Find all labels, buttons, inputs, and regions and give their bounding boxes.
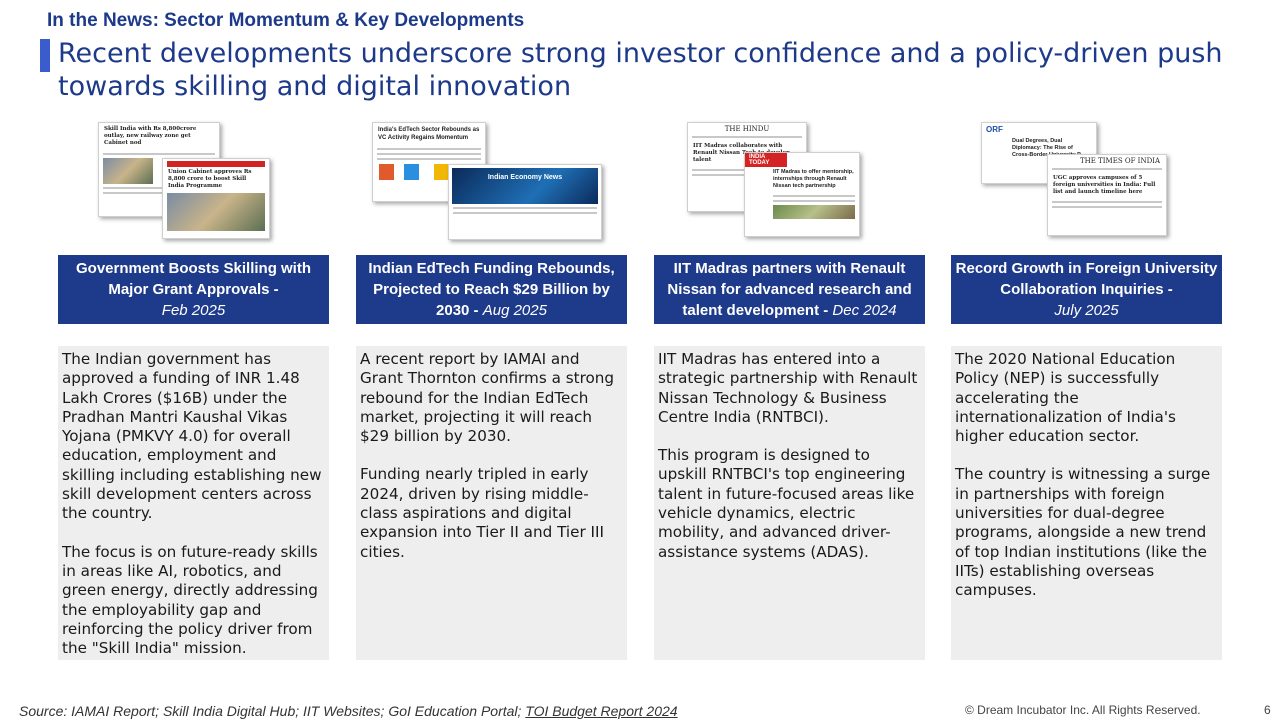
news-clipping-image: Union Cabinet approves Rs 8,800 crore to…: [162, 158, 270, 239]
news-heading: Indian EdTech Funding Rebounds, Projecte…: [356, 255, 627, 324]
news-clipping-image: THE TIMES OF INDIA UGC approves campuses…: [1047, 154, 1167, 236]
news-paragraph: The 2020 National Education Policy (NEP)…: [955, 350, 1176, 446]
news-column-skilling: Skill India with Rs 8,800crore outlay, n…: [58, 118, 329, 660]
page-number: 6: [1264, 703, 1271, 717]
news-body: The Indian government has approved a fun…: [58, 346, 329, 660]
news-column-iit-madras: THE HINDU IIT Madras collaborates with R…: [654, 118, 925, 660]
clipping-headline: Union Cabinet approves Rs 8,800 crore to…: [168, 169, 252, 189]
news-date: July 2025: [1054, 302, 1119, 319]
title-accent-bar: [40, 39, 50, 72]
news-column-edtech: India's EdTech Sector Rebounds as VC Act…: [356, 118, 627, 660]
news-paragraph: IIT Madras has entered into a strategic …: [658, 350, 918, 426]
kicker-heading: In the News: Sector Momentum & Key Devel…: [47, 10, 525, 31]
news-paragraph: The country is witnessing a surge in par…: [955, 465, 1211, 600]
clipping-headline: Skill India with Rs 8,800crore outlay, n…: [104, 126, 197, 146]
source-link[interactable]: TOI Budget Report 2024: [525, 703, 678, 719]
news-date: Aug 2025: [482, 302, 547, 319]
news-date: Dec 2024: [832, 302, 897, 319]
clipping-headline: IIT Madras to offer mentorship, internsh…: [773, 169, 854, 189]
news-heading-text: Record Growth in Foreign University Coll…: [955, 260, 1218, 298]
news-body: The 2020 National Education Policy (NEP)…: [951, 346, 1222, 660]
news-thumbnails: Skill India with Rs 8,800crore outlay, n…: [58, 118, 329, 243]
news-paragraph: This program is designed to upskill RNTB…: [658, 446, 915, 561]
news-heading-text: Indian EdTech Funding Rebounds, Projecte…: [368, 260, 615, 319]
news-thumbnails: India's EdTech Sector Rebounds as VC Act…: [356, 118, 627, 243]
news-heading: Government Boosts Skilling with Major Gr…: [58, 255, 329, 324]
news-date: Feb 2025: [161, 302, 226, 319]
news-body: A recent report by IAMAI and Grant Thorn…: [356, 346, 627, 660]
news-heading: Record Growth in Foreign University Coll…: [951, 255, 1222, 324]
source-note: Source: IAMAI Report; Skill India Digita…: [19, 703, 678, 719]
news-body: IIT Madras has entered into a strategic …: [654, 346, 925, 660]
clipping-masthead: ORF: [986, 125, 1003, 134]
news-heading-text: IIT Madras partners with Renault Nissan …: [667, 260, 912, 319]
news-paragraph: The focus is on future-ready skills in a…: [62, 542, 318, 658]
copyright-text: © Dream Incubator Inc. All Rights Reserv…: [965, 703, 1201, 717]
clipping-headline: UGC approves campuses of 5 foreign unive…: [1053, 175, 1156, 195]
source-text: Source: IAMAI Report; Skill India Digita…: [19, 703, 526, 719]
clipping-masthead: THE HINDU: [724, 125, 770, 133]
news-thumbnails: THE HINDU IIT Madras collaborates with R…: [654, 118, 925, 243]
news-thumbnails: ORF Dual Degrees, Dual Diplomacy: The Ri…: [951, 118, 1222, 243]
news-paragraph: A recent report by IAMAI and Grant Thorn…: [360, 350, 615, 446]
clipping-headline: IIT Madras collaborates with Renault Nis…: [693, 143, 790, 163]
clipping-headline: Indian Economy News: [487, 174, 563, 181]
news-paragraph: The Indian government has approved a fun…: [62, 350, 322, 523]
news-heading-text: Government Boosts Skilling with Major Gr…: [75, 260, 312, 298]
news-clipping-image: Indian Economy News: [448, 164, 602, 240]
news-column-foreign-universities: ORF Dual Degrees, Dual Diplomacy: The Ri…: [951, 118, 1222, 660]
clipping-headline: India's EdTech Sector Rebounds as VC Act…: [378, 127, 480, 141]
news-clipping-image: INDIA TODAY IIT Madras to offer mentorsh…: [744, 152, 860, 237]
clipping-masthead: THE TIMES OF INDIA: [1080, 157, 1160, 165]
news-heading: IIT Madras partners with Renault Nissan …: [654, 255, 925, 324]
page-title: Recent developments underscore strong in…: [58, 38, 1223, 102]
clipping-masthead: INDIA TODAY: [745, 153, 787, 167]
news-paragraph: Funding nearly tripled in early 2024, dr…: [360, 465, 604, 561]
